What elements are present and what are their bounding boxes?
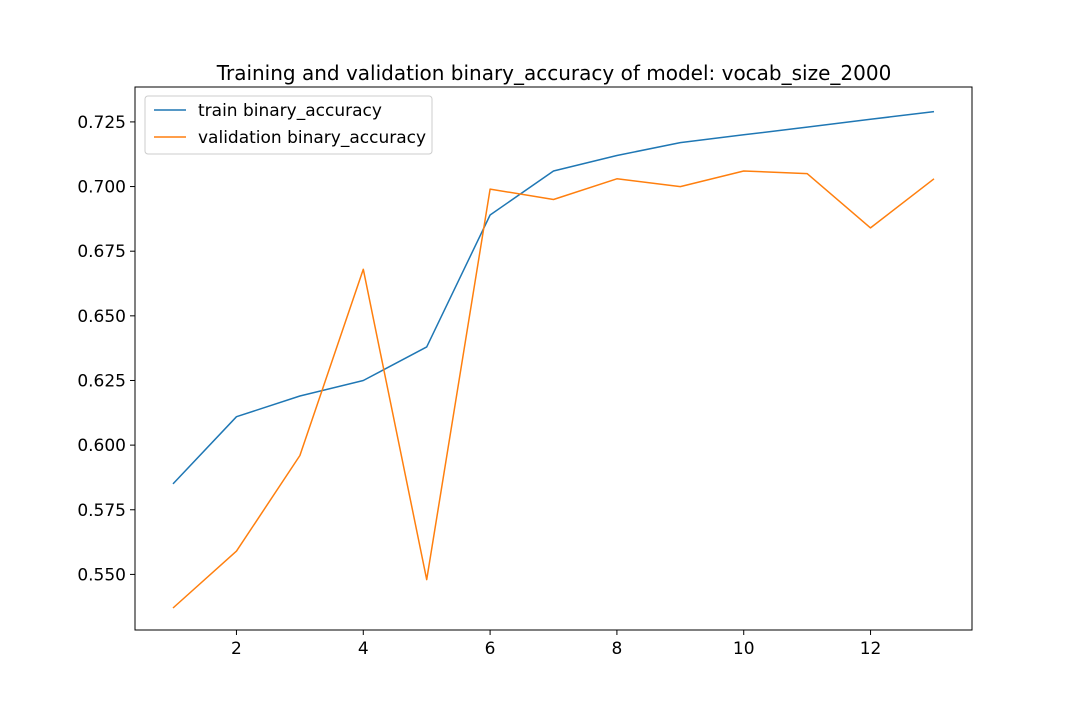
series-lines [173, 111, 934, 608]
chart-title: Training and validation binary_accuracy … [216, 61, 892, 85]
y-tick-label: 0.575 [77, 501, 126, 521]
y-tick-label: 0.675 [77, 242, 126, 262]
y-tick-label: 0.700 [77, 178, 126, 198]
x-tick-label: 6 [485, 639, 496, 659]
x-tick-label: 12 [860, 639, 882, 659]
y-tick-label: 0.650 [77, 307, 126, 327]
y-tick-label: 0.725 [77, 113, 126, 133]
y-tick-label: 0.600 [77, 436, 126, 456]
x-tick-label: 4 [358, 639, 369, 659]
legend-label: validation binary_accuracy [198, 128, 426, 148]
x-tick-label: 2 [231, 639, 242, 659]
plot-frame [135, 87, 972, 630]
x-tick-label: 10 [733, 639, 755, 659]
legend-label: train binary_accuracy [198, 101, 382, 121]
series-line-1 [173, 171, 934, 608]
x-tick-label: 8 [611, 639, 622, 659]
y-tick-label: 0.550 [77, 565, 126, 585]
series-line-0 [173, 112, 934, 484]
legend: train binary_accuracy validation binary_a… [145, 96, 432, 154]
y-tick-label: 0.625 [77, 371, 126, 391]
